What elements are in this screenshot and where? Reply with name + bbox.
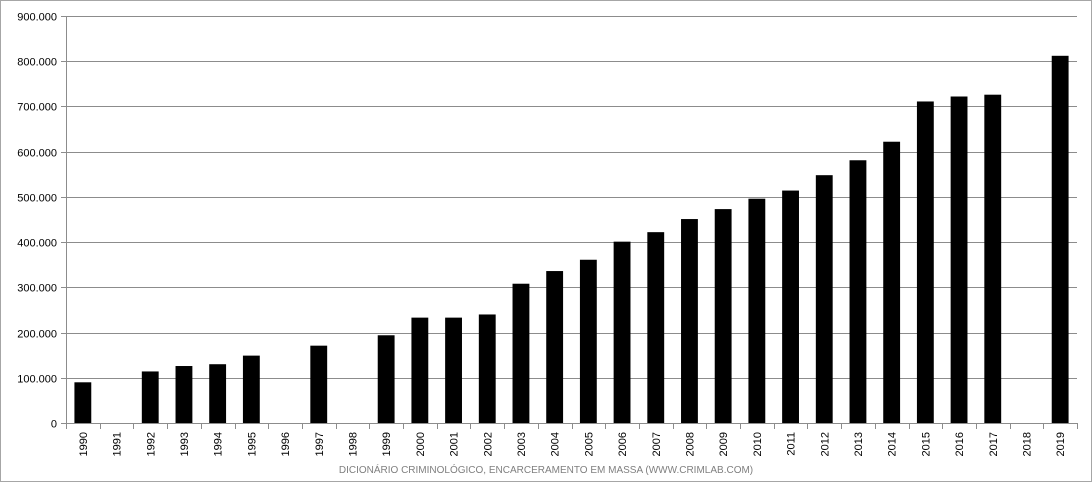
bar <box>242 355 260 423</box>
bar <box>478 314 496 423</box>
bars <box>74 55 1069 424</box>
x-tick-label: 1995 <box>246 432 258 456</box>
y-tick-label: 800.000 <box>17 57 57 69</box>
x-tick-label: 2011 <box>786 432 798 456</box>
bar <box>984 94 1002 423</box>
x-tick-label: 1999 <box>381 432 393 456</box>
bar <box>681 219 698 423</box>
x-tick-label: 2000 <box>415 432 427 456</box>
y-tick-label: 600.000 <box>17 148 57 160</box>
x-tick-label: 2007 <box>651 432 663 456</box>
x-tick-label: 2010 <box>752 432 764 456</box>
x-tick-label: 2009 <box>718 432 730 456</box>
bar <box>950 96 968 423</box>
bar <box>647 232 665 423</box>
y-tick-label: 0 <box>51 419 57 431</box>
bar <box>175 366 193 423</box>
y-tick-label: 200.000 <box>17 329 57 341</box>
y-tick-labels: 0 100.000 200.000 300.000 400.000 500.000 600.… <box>17 12 57 431</box>
gridlines <box>66 16 1077 379</box>
y-tick-label: 700.000 <box>17 102 57 114</box>
bar <box>74 382 92 423</box>
bar <box>613 241 631 423</box>
x-tick-label: 1991 <box>112 432 124 456</box>
bar <box>815 175 833 423</box>
bar <box>883 141 901 423</box>
x-tick-label: 2013 <box>853 432 865 456</box>
x-tick-label: 2004 <box>550 432 562 456</box>
bar <box>916 101 934 423</box>
bar <box>714 209 732 423</box>
bar <box>411 317 429 423</box>
bar <box>546 271 564 423</box>
bar <box>445 317 462 423</box>
x-tick-label: 1994 <box>213 432 225 456</box>
x-tick-label: 2001 <box>449 432 461 456</box>
bar <box>782 190 799 423</box>
bar <box>579 259 597 423</box>
axes <box>61 16 1078 429</box>
x-tick-label: 1996 <box>280 432 292 456</box>
x-tick-label: 1998 <box>347 432 359 456</box>
bar <box>209 364 227 423</box>
x-tick-label: 2002 <box>482 432 494 456</box>
y-tick-label: 100.000 <box>17 374 57 386</box>
x-tick-label: 2012 <box>819 432 831 456</box>
x-tick-label: 2018 <box>1021 432 1033 456</box>
bar <box>377 335 395 423</box>
x-tick-label: 2015 <box>920 432 932 456</box>
x-tick-label: 2003 <box>516 432 528 456</box>
x-tick-label: 2006 <box>617 432 629 456</box>
y-tick-label: 900.000 <box>17 12 57 24</box>
y-tick-label: 400.000 <box>17 238 57 250</box>
x-tick-label: 2005 <box>583 432 595 456</box>
bar <box>849 160 867 423</box>
x-tick-label: 1992 <box>145 432 157 456</box>
x-tick-label: 1993 <box>179 432 191 456</box>
x-tick-labels: 1990 1991 1992 1993 1994 1995 1996 1997 1998 1999… <box>78 432 1067 456</box>
x-tick-label: 1990 <box>78 432 90 456</box>
bar <box>512 283 530 423</box>
x-tick-label: 2019 <box>1055 432 1067 456</box>
x-tick-label: 2016 <box>954 432 966 456</box>
bar <box>310 345 328 423</box>
source-note: DICIONÁRIO CRIMINOLÓGICO, ENCARCERAMENTO… <box>339 463 753 476</box>
bar <box>141 371 159 423</box>
bar <box>1051 55 1069 424</box>
x-tick-label: 2008 <box>684 432 696 456</box>
y-tick-label: 500.000 <box>17 193 57 205</box>
y-tick-label: 300.000 <box>17 283 57 295</box>
x-tick-label: 2017 <box>988 432 1000 456</box>
x-tick-label: 1997 <box>314 432 326 456</box>
x-tick-label: 2014 <box>887 432 899 456</box>
bar <box>748 198 766 423</box>
